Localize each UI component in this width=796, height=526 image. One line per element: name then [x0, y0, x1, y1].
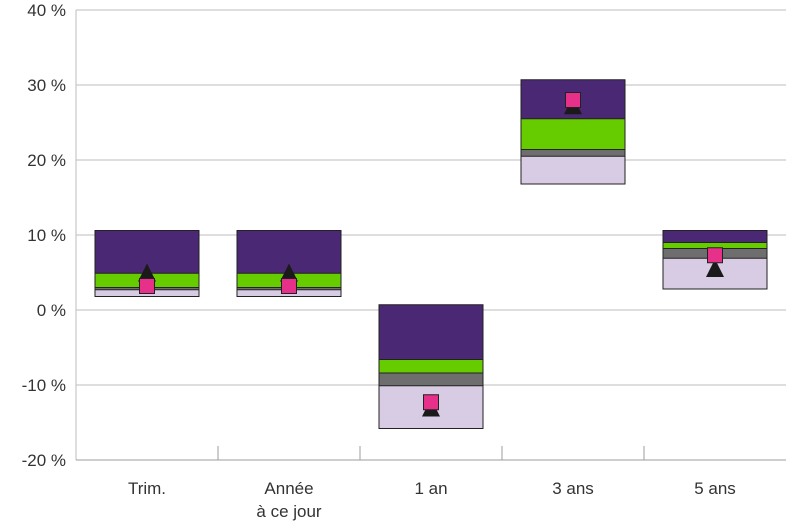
bar-band [663, 242, 767, 249]
fund-square-marker [423, 394, 439, 411]
bar-band [521, 118, 625, 150]
benchmark-triangle-marker [280, 263, 298, 282]
x-category-label: Trim. [128, 479, 166, 498]
y-tick-label: 20 % [27, 151, 66, 170]
bar-band [521, 149, 625, 157]
fund-square-marker [281, 278, 297, 294]
fund-square-marker [565, 92, 581, 108]
x-category-label: 5 ans [694, 479, 736, 498]
y-tick-label: 0 % [37, 301, 66, 320]
bar-outline [94, 230, 200, 297]
x-category-label: 1 an [414, 479, 447, 498]
y-tick-label: 30 % [27, 76, 66, 95]
markers [138, 92, 724, 417]
bar-outline [662, 230, 768, 290]
x-category-label: 3 ans [552, 479, 594, 498]
benchmark-triangle-marker [706, 259, 724, 277]
y-tick-label: 40 % [27, 1, 66, 20]
bar-band [379, 373, 483, 386]
bar-band [521, 156, 625, 184]
bar-band [663, 230, 767, 243]
fund-square-marker [707, 247, 723, 264]
y-tick-label: 10 % [27, 226, 66, 245]
x-category-label: à ce jour [256, 502, 322, 521]
bar-outline [236, 230, 342, 297]
y-tick-label: -20 % [22, 451, 66, 470]
y-tick-label: -10 % [22, 376, 66, 395]
benchmark-triangle-marker [138, 263, 156, 282]
bar-outline [378, 304, 484, 429]
bar-band [379, 359, 483, 373]
bar-outline [520, 79, 626, 185]
bars [94, 79, 768, 429]
bar-band [379, 304, 483, 360]
fund-square-marker [139, 278, 155, 294]
x-axis-category-labels: Trim. Année à ce jour 1 an 3 ans 5 ans [128, 479, 736, 521]
y-axis-tick-labels: 40 % 30 % 20 % 10 % 0 % -10 % -20 % [22, 1, 66, 470]
x-category-label: Année [264, 479, 313, 498]
x-axis [75, 10, 786, 461]
